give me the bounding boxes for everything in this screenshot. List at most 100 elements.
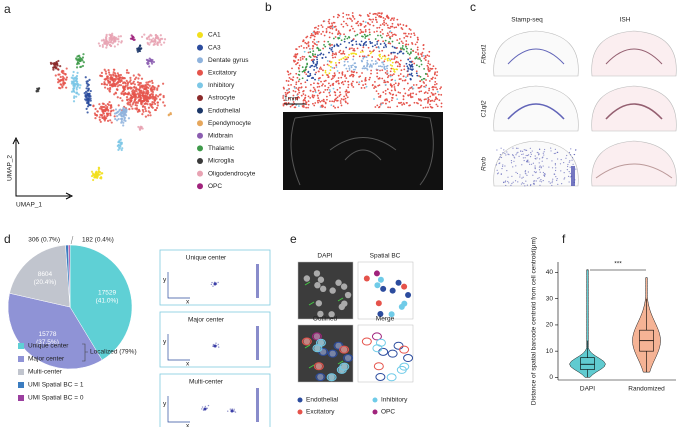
umap-point	[140, 35, 144, 38]
umap-point	[154, 33, 158, 37]
spatial-point	[342, 83, 345, 86]
spatial-point	[341, 81, 344, 83]
expression-dot	[548, 166, 550, 168]
spatial-point	[376, 14, 379, 16]
spatial-point	[384, 58, 386, 61]
spatial-point	[366, 62, 369, 64]
significance: ***	[614, 261, 622, 268]
expression-dot	[530, 184, 532, 186]
spatial-point	[434, 83, 436, 86]
spatial-point	[328, 22, 331, 25]
arrow	[308, 301, 315, 306]
umap-point	[146, 37, 149, 40]
spatial-point	[342, 25, 345, 28]
spatial-point	[307, 51, 310, 54]
umap-point	[106, 105, 109, 109]
spatial-point	[326, 60, 329, 62]
spatial-point	[363, 55, 366, 58]
spatial-point	[407, 73, 409, 76]
umap-point	[118, 139, 121, 142]
inset-axes	[167, 396, 190, 423]
umap-point	[119, 84, 123, 87]
spatial-point	[358, 43, 361, 46]
nucleus	[344, 291, 352, 299]
expression-dot	[502, 152, 504, 154]
spatial-point	[331, 43, 333, 46]
spatial-point	[328, 26, 331, 28]
umap-point	[156, 101, 159, 104]
spatial-point	[407, 32, 410, 35]
expression-dot	[551, 167, 554, 169]
spatial-point	[320, 68, 323, 70]
spatial-point	[297, 80, 300, 83]
expression-dot	[506, 169, 508, 172]
spatial-point	[423, 82, 426, 84]
spatial-point	[411, 96, 414, 98]
spatial-point	[358, 81, 361, 84]
spatial-point	[309, 51, 312, 53]
spatial-point	[316, 30, 319, 33]
cell-outline	[311, 332, 322, 341]
spatial-point	[309, 89, 312, 92]
cell-outline	[403, 354, 414, 363]
legend-label: Major center	[28, 356, 65, 363]
legend-label: Excitatory	[306, 409, 335, 416]
spatial-point	[422, 106, 425, 109]
legend-marker	[372, 409, 378, 415]
spatial-point	[334, 94, 337, 97]
umap-point	[163, 104, 166, 107]
spatial-point	[440, 93, 443, 96]
spatial-point	[302, 40, 304, 43]
spatial-point	[398, 63, 401, 65]
x-tick-label: Randomized	[628, 386, 665, 393]
expression-dot	[544, 148, 546, 151]
spatial-point	[330, 60, 333, 63]
expression-dot	[564, 177, 566, 179]
umap-point	[106, 87, 109, 90]
spatial-point	[330, 104, 333, 106]
umap-point	[107, 71, 111, 74]
spatial-point	[415, 51, 417, 54]
gene-label: Fibcd1	[481, 44, 488, 64]
spatial-point	[391, 22, 394, 25]
spatial-point	[358, 83, 360, 86]
spatial-point	[368, 18, 371, 21]
spatial-point	[389, 106, 392, 109]
spatial-point	[336, 88, 339, 91]
spatial-point	[313, 30, 316, 33]
umap-point	[37, 90, 40, 93]
expression-dot	[522, 176, 524, 178]
spatial-point	[301, 77, 304, 80]
umap-point	[108, 101, 111, 104]
umap-point	[112, 79, 115, 82]
expression-dot	[556, 178, 558, 180]
legend-marker	[197, 57, 203, 64]
spatial-point	[312, 60, 314, 63]
umap-point	[95, 174, 98, 177]
expression-dot	[525, 149, 527, 151]
spatial-point	[316, 66, 318, 69]
inset-axes	[167, 334, 190, 361]
expression-dot	[495, 164, 498, 166]
spatial-point	[364, 37, 367, 39]
umap-point	[76, 85, 79, 88]
spatial-point	[335, 43, 338, 46]
spatial-point	[351, 84, 353, 87]
expression-dot	[572, 163, 574, 165]
barcode-spot	[375, 300, 382, 307]
expression-dot	[555, 176, 557, 178]
umap-point	[98, 173, 101, 176]
umap-point	[116, 77, 119, 80]
umap-point	[144, 107, 147, 111]
umap-point	[140, 89, 143, 92]
spatial-point	[405, 24, 408, 27]
umap-point	[132, 101, 135, 104]
spatial-point	[369, 23, 371, 26]
spatial-point	[386, 64, 389, 67]
spatial-point	[415, 64, 418, 67]
umap-point	[117, 40, 120, 43]
expression-dot	[527, 154, 530, 156]
spatial-point	[406, 75, 409, 77]
section-outline	[591, 30, 677, 77]
spatial-point	[370, 72, 372, 75]
